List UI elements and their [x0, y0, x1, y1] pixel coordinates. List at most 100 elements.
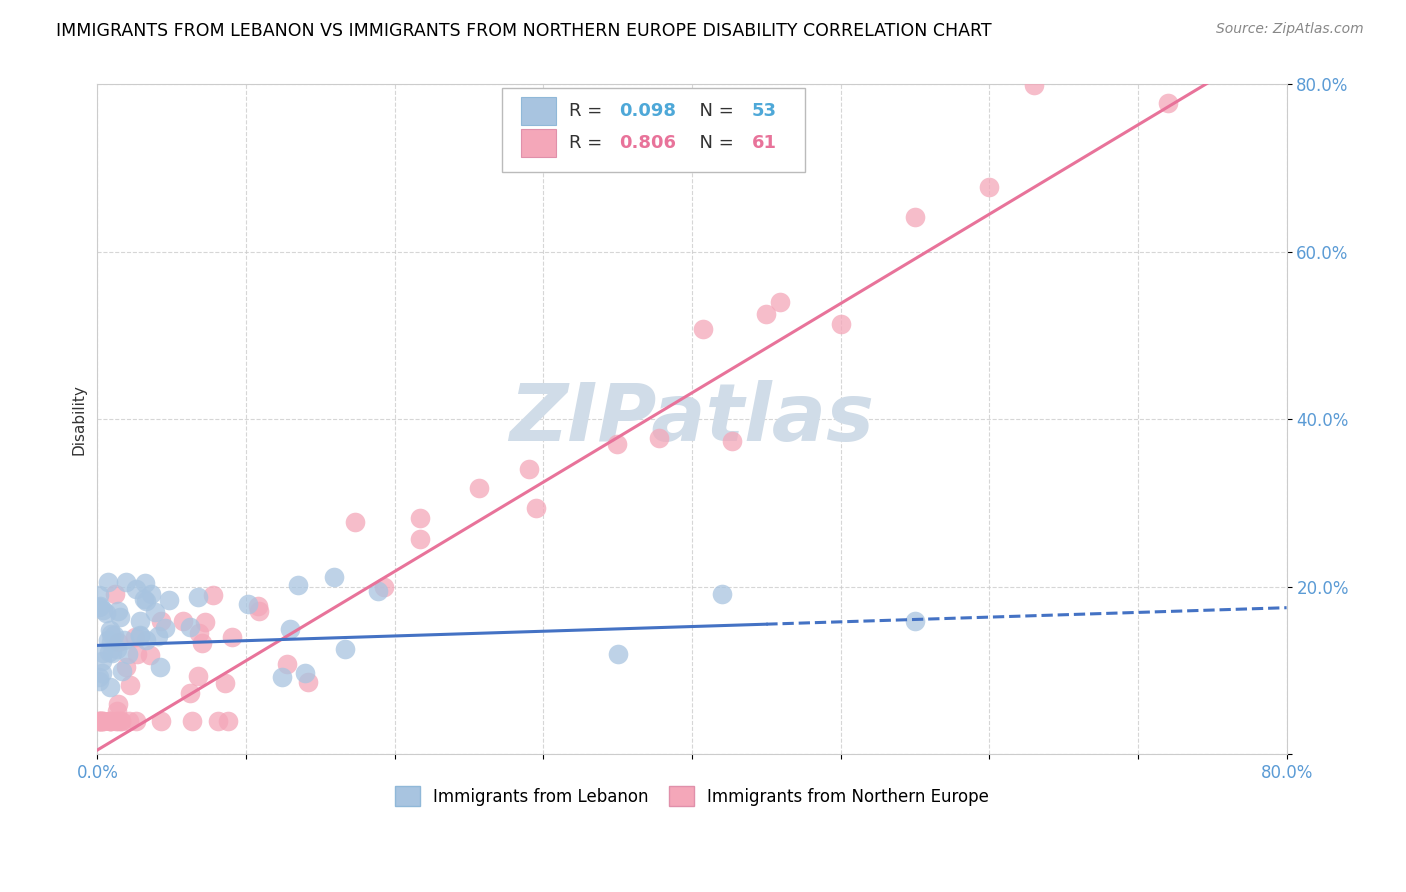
Point — [87, 599, 110, 614]
Point — [91, 665, 114, 680]
Point — [692, 322, 714, 336]
Point — [90, 714, 112, 728]
Point — [904, 614, 927, 628]
Point — [115, 659, 138, 673]
Point — [246, 599, 269, 613]
Point — [115, 575, 138, 590]
Text: N =: N = — [689, 103, 740, 120]
Point — [606, 647, 628, 661]
Point — [247, 604, 270, 618]
Text: IMMIGRANTS FROM LEBANON VS IMMIGRANTS FROM NORTHERN EUROPE DISABILITY CORRELATIO: IMMIGRANTS FROM LEBANON VS IMMIGRANTS FR… — [56, 22, 991, 40]
Point — [524, 501, 547, 516]
Point — [89, 599, 111, 614]
Point — [155, 621, 177, 635]
Point — [904, 210, 927, 224]
Point — [87, 714, 110, 728]
Point — [111, 665, 134, 679]
Point — [606, 436, 628, 450]
Point — [91, 714, 114, 728]
Point — [117, 647, 139, 661]
Point — [107, 635, 129, 649]
Point — [97, 644, 120, 658]
Point — [187, 590, 209, 604]
Point — [97, 574, 120, 589]
Text: Source: ZipAtlas.com: Source: ZipAtlas.com — [1216, 22, 1364, 37]
FancyBboxPatch shape — [520, 128, 557, 157]
Point — [94, 606, 117, 620]
Point — [755, 307, 778, 321]
Point — [89, 714, 111, 728]
Point — [207, 714, 229, 728]
Point — [721, 434, 744, 448]
Point — [91, 603, 114, 617]
Point — [217, 714, 239, 728]
Point — [129, 628, 152, 642]
Point — [103, 628, 125, 642]
Point — [135, 594, 157, 608]
Point — [100, 634, 122, 648]
Point — [409, 532, 432, 546]
Y-axis label: Disability: Disability — [72, 384, 86, 455]
Point — [1022, 78, 1045, 92]
FancyBboxPatch shape — [520, 97, 557, 125]
Point — [110, 714, 132, 728]
Point — [100, 714, 122, 728]
Point — [297, 675, 319, 690]
Point — [87, 714, 110, 728]
Point — [710, 587, 733, 601]
Point — [112, 633, 135, 648]
Point — [110, 714, 132, 728]
Text: R =: R = — [569, 134, 609, 152]
Point — [294, 665, 316, 680]
Point — [322, 570, 344, 584]
Text: ZIPatlas: ZIPatlas — [509, 380, 875, 458]
Text: 53: 53 — [751, 103, 776, 120]
Text: 0.806: 0.806 — [620, 134, 676, 152]
Point — [367, 584, 389, 599]
Point — [202, 588, 225, 602]
Point — [89, 714, 111, 728]
Point — [134, 591, 156, 606]
Text: 61: 61 — [751, 134, 776, 152]
Point — [100, 627, 122, 641]
Point — [373, 580, 395, 594]
Point — [98, 680, 121, 694]
Point — [128, 629, 150, 643]
Text: N =: N = — [689, 134, 740, 152]
Point — [1156, 96, 1178, 111]
Point — [97, 633, 120, 648]
Point — [179, 686, 201, 700]
Point — [157, 593, 180, 607]
Point — [190, 635, 212, 649]
Point — [409, 511, 432, 525]
Point — [517, 462, 540, 476]
Point — [648, 431, 671, 445]
Point — [87, 588, 110, 602]
Point — [124, 582, 146, 597]
Point — [124, 630, 146, 644]
Point — [221, 630, 243, 644]
Point — [149, 615, 172, 629]
Point — [100, 646, 122, 660]
Point — [194, 615, 217, 629]
Point — [134, 575, 156, 590]
Point — [87, 670, 110, 684]
Point — [287, 578, 309, 592]
Point — [105, 714, 128, 728]
Point — [188, 625, 211, 640]
Point — [93, 647, 115, 661]
Point — [90, 655, 112, 669]
Point — [107, 714, 129, 728]
Point — [238, 597, 260, 611]
Point — [276, 657, 298, 671]
Point — [271, 669, 294, 683]
Point — [135, 633, 157, 648]
Point — [979, 180, 1001, 194]
Point — [143, 605, 166, 619]
Point — [125, 714, 148, 728]
Point — [333, 641, 356, 656]
Point — [98, 714, 121, 728]
Point — [830, 317, 852, 331]
Point — [139, 648, 162, 662]
Point — [107, 604, 129, 618]
